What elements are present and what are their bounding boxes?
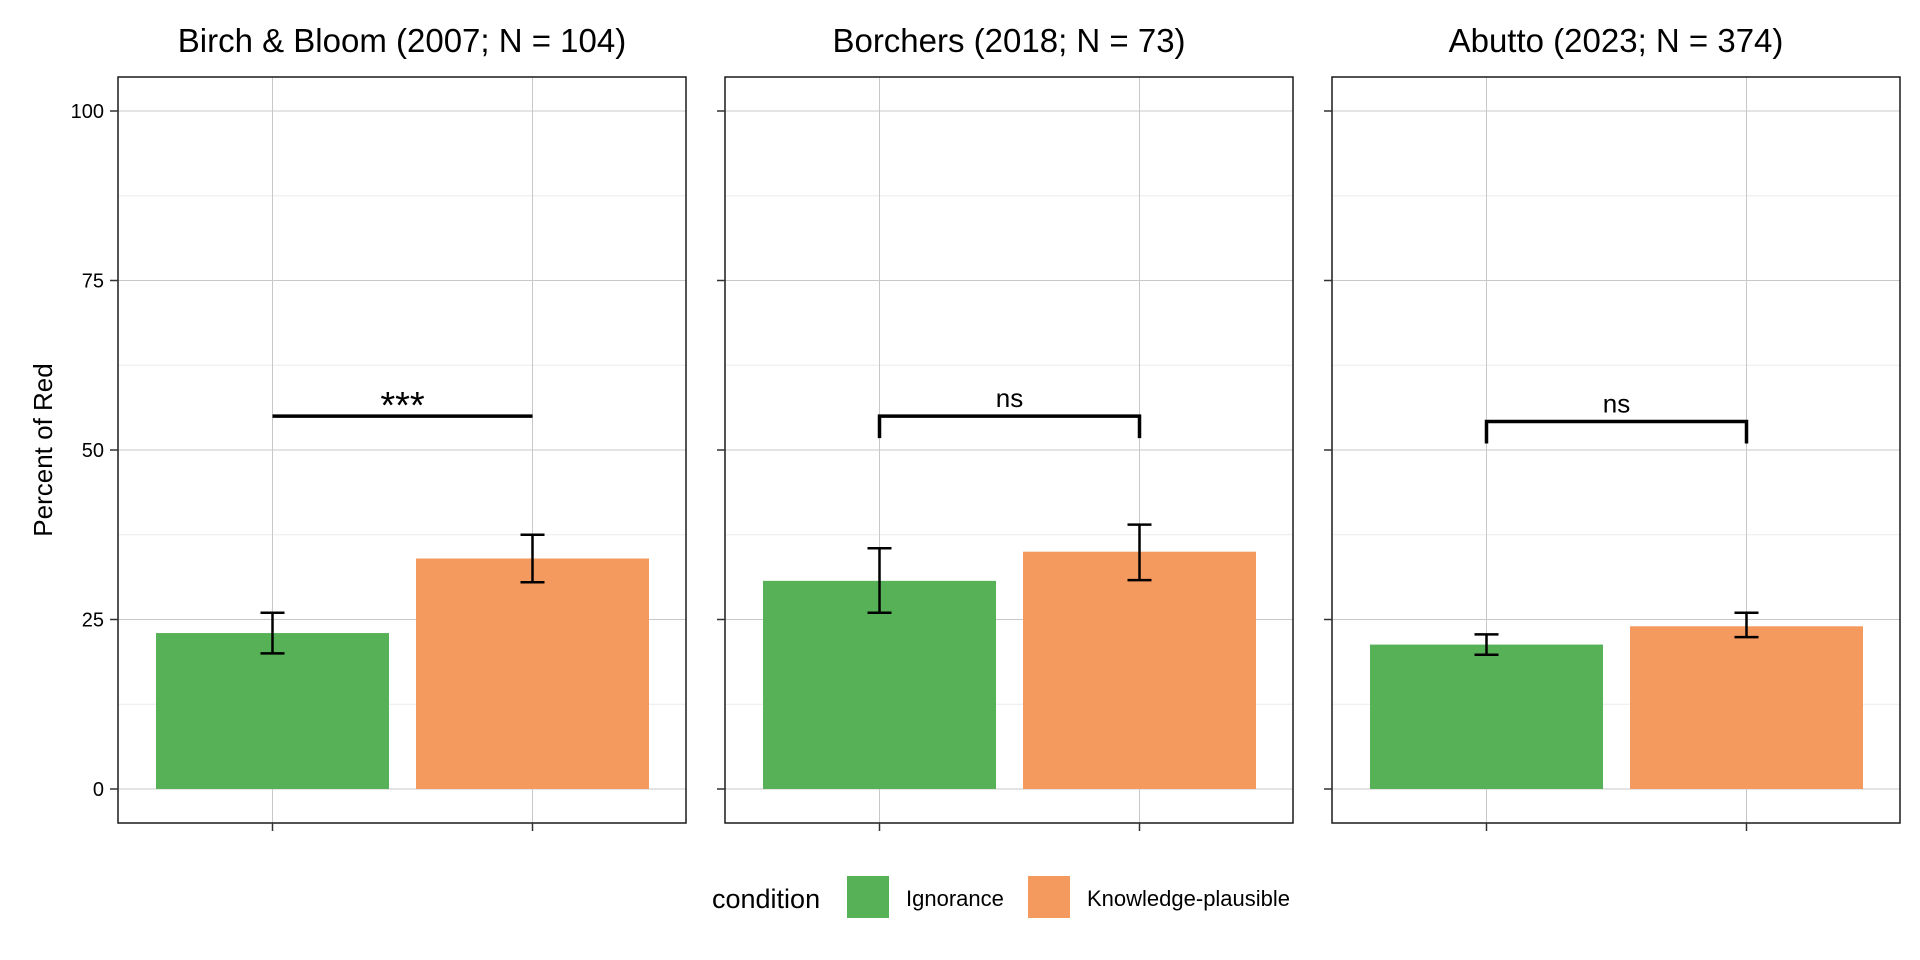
legend-key-2 xyxy=(1028,876,1070,918)
legend-key-1 xyxy=(847,876,889,918)
legend: condition Ignorance Knowledge-plausible xyxy=(712,876,1290,918)
panel-title: Birch & Bloom (2007; N = 104) xyxy=(178,22,626,59)
legend-label-1: Ignorance xyxy=(906,886,1004,911)
bar-ignorance xyxy=(1370,644,1603,789)
significance-label: *** xyxy=(380,385,425,427)
y-tick-label: 25 xyxy=(82,610,104,632)
bar-ignorance xyxy=(156,633,389,789)
panel-2: Borchers (2018; N = 73) ns xyxy=(717,22,1294,831)
legend-title: condition xyxy=(712,884,820,914)
y-tick-label: 100 xyxy=(71,101,104,123)
significance-label: ns xyxy=(996,383,1023,413)
panel-title: Borchers (2018; N = 73) xyxy=(832,22,1185,59)
y-tick-label: 50 xyxy=(82,440,104,462)
bar-knowledge-plausible xyxy=(416,558,649,789)
error-bar xyxy=(260,611,285,655)
panel-3: Abutto (2023; N = 374) ns xyxy=(1324,22,1901,831)
significance-bracket xyxy=(1484,419,1749,444)
y-axis-title: Percent of Red xyxy=(28,363,58,536)
bar-knowledge-plausible xyxy=(1630,626,1863,789)
y-tick-label: 75 xyxy=(82,271,104,293)
panels-layer: Birch & Bloom (2007; N = 104) *** 0 25 50 75 1… xyxy=(71,22,1901,831)
significance-label: ns xyxy=(1603,389,1630,419)
error-bar xyxy=(520,533,545,584)
bar-ignorance xyxy=(763,580,996,789)
legend-label-2: Knowledge-plausible xyxy=(1087,886,1290,911)
significance-bracket xyxy=(877,414,1142,439)
y-tick-label: 0 xyxy=(93,779,104,801)
panel-1: Birch & Bloom (2007; N = 104) *** 0 25 50 75 1… xyxy=(71,22,687,831)
error-bar xyxy=(867,547,892,614)
bar-knowledge-plausible xyxy=(1023,551,1256,789)
error-bar xyxy=(1734,611,1759,639)
error-bar xyxy=(1474,633,1499,657)
error-bar xyxy=(1127,523,1152,582)
panel-title: Abutto (2023; N = 374) xyxy=(1449,22,1784,59)
